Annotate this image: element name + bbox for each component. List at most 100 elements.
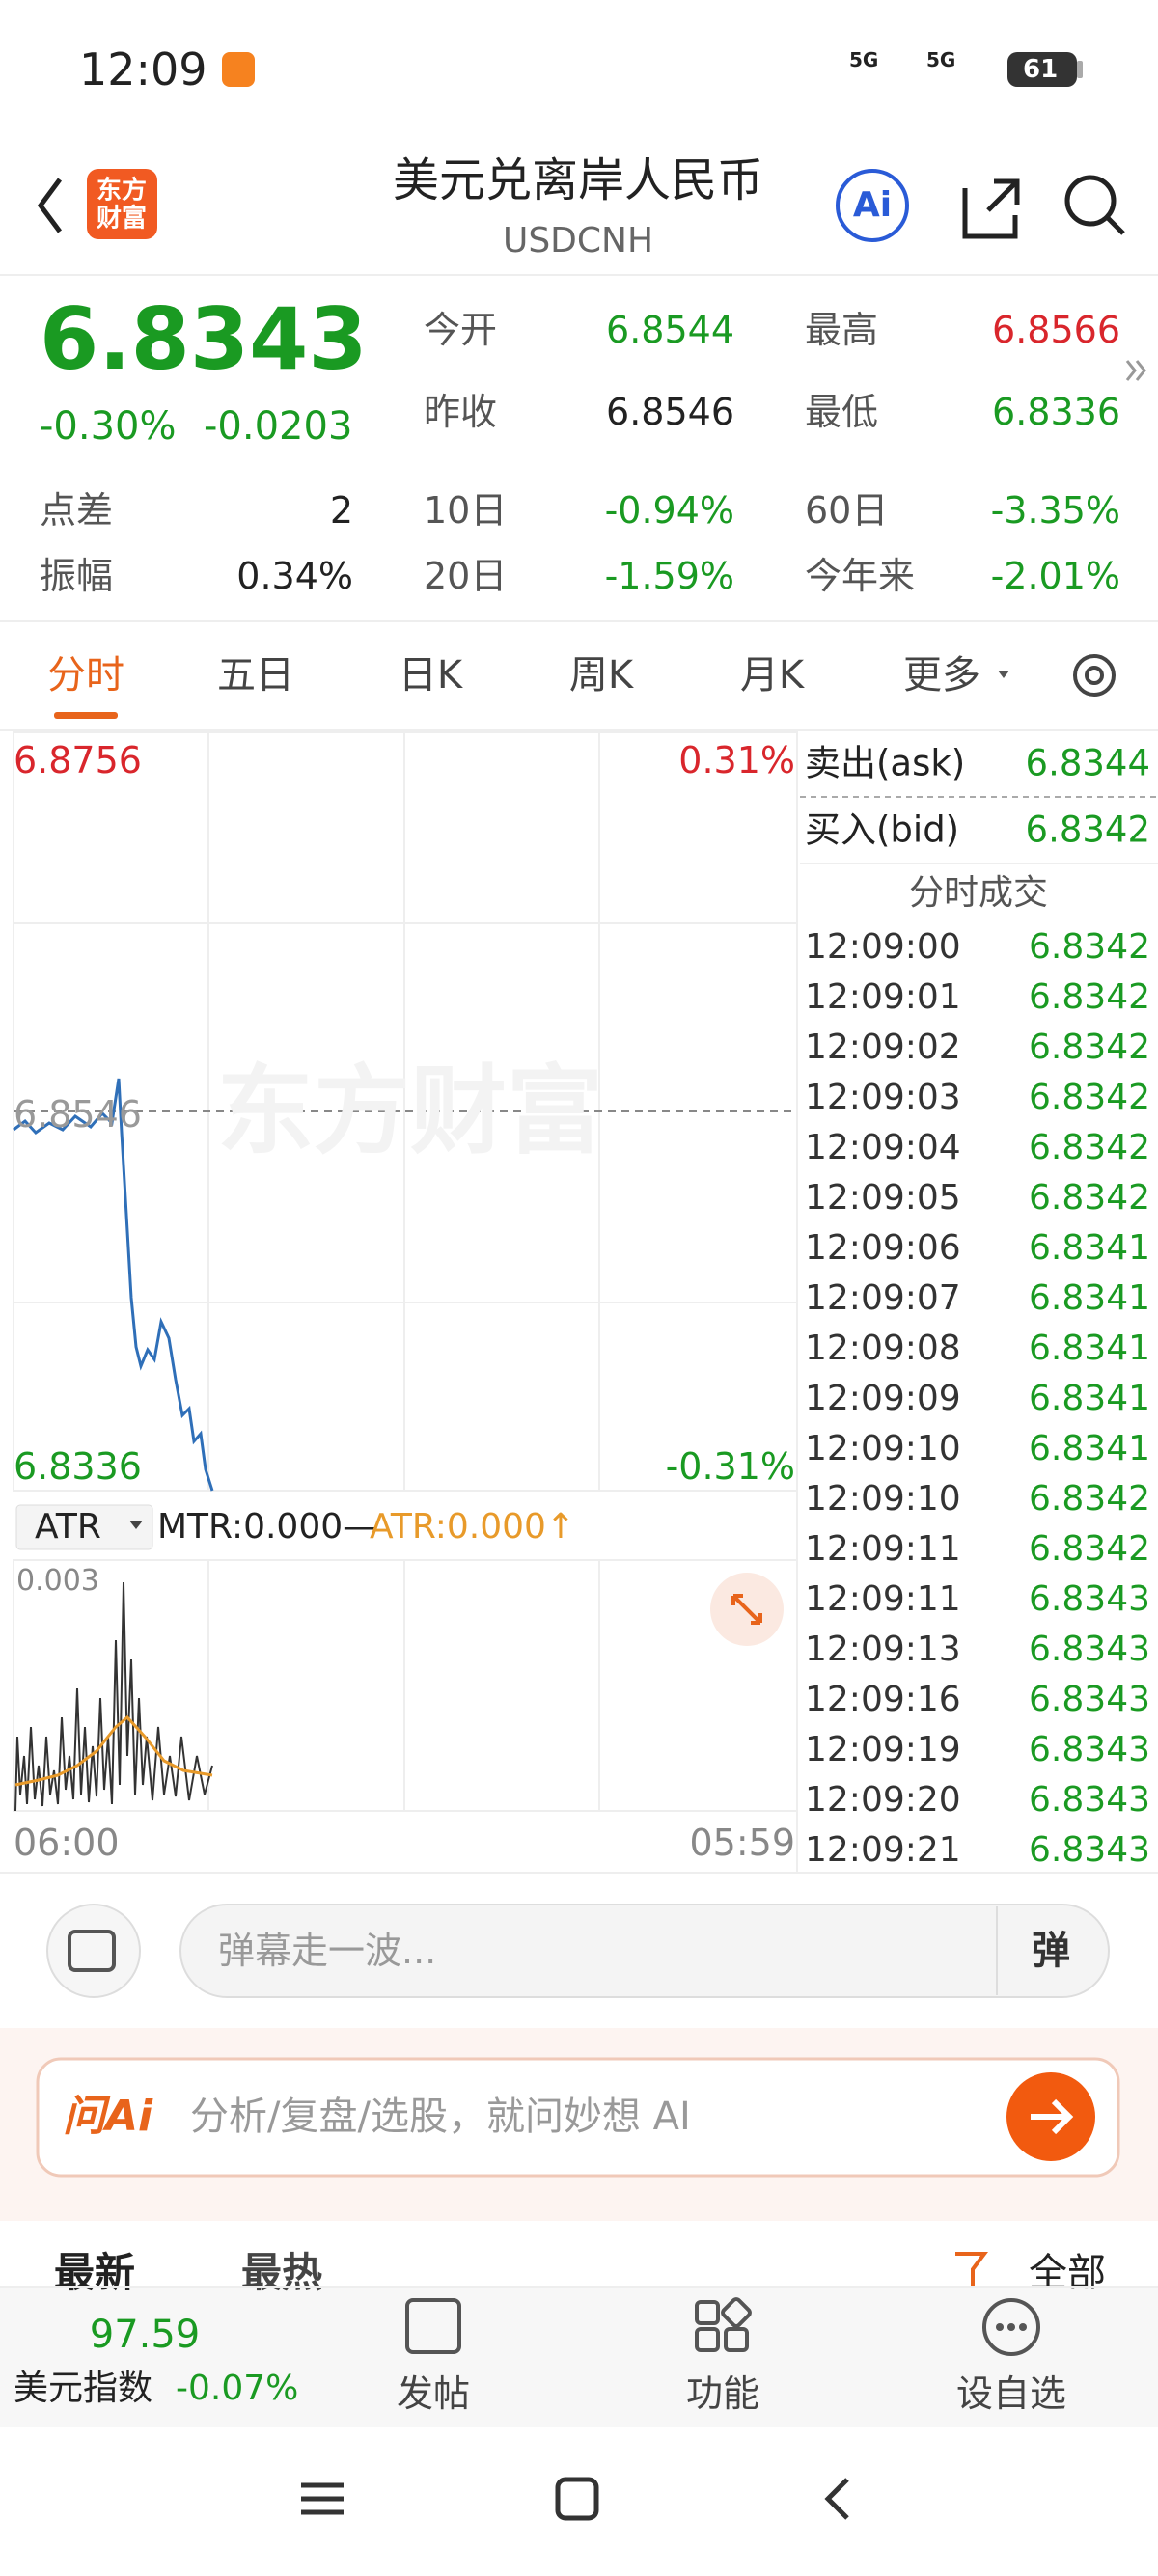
stat-label: 振幅 — [40, 555, 114, 597]
trade-time: 12:09:11 — [805, 1579, 961, 1619]
trade-time: 12:09:19 — [805, 1730, 961, 1769]
ai-button[interactable] — [836, 169, 909, 242]
ask: 6.8344 — [1025, 742, 1150, 784]
trades-title: 分时成交 — [908, 873, 1049, 913]
trade-price: 6.8343 — [1029, 1680, 1150, 1719]
trade-price: 6.8341 — [1029, 1429, 1150, 1468]
stat-label: 20日 — [424, 555, 508, 597]
stat-value: 6.8544 — [606, 309, 734, 351]
app-icon — [222, 52, 255, 87]
watch-icon[interactable] — [982, 2298, 1040, 2356]
comment-input[interactable] — [179, 1904, 1110, 1998]
sub-max: 0.003 — [16, 1564, 99, 1598]
more-arrow[interactable] — [1125, 360, 1146, 381]
nav-bar[interactable] — [301, 2477, 849, 2521]
index-change[interactable]: -0.07% — [176, 2369, 299, 2408]
network: 5G — [849, 48, 879, 71]
func[interactable]: 功能 — [685, 2372, 760, 2415]
stat-label: 昨收 — [424, 391, 498, 433]
settings[interactable] — [1073, 654, 1116, 697]
trade-time: 12:09:04 — [805, 1128, 961, 1167]
func-icon[interactable] — [695, 2297, 752, 2352]
stat-label: 10日 — [424, 489, 508, 532]
post-icon[interactable] — [405, 2298, 461, 2354]
stat-label: 点差 — [40, 489, 114, 532]
indicator-select[interactable]: ATR — [35, 1507, 101, 1547]
logo — [87, 169, 157, 239]
stat-value: 6.8336 — [992, 391, 1120, 433]
tab[interactable]: 月K — [739, 653, 805, 698]
battery-level: 61 — [1023, 55, 1059, 84]
bid: 6.8342 — [1025, 808, 1150, 851]
trade-price: 6.8341 — [1029, 1278, 1150, 1318]
trade-time: 12:09:11 — [805, 1529, 961, 1569]
chart-low-pct: -0.31% — [665, 1445, 795, 1488]
tab[interactable]: 日K — [398, 653, 463, 698]
trade-price: 6.8343 — [1029, 1780, 1150, 1820]
trade-time: 12:09:10 — [805, 1479, 961, 1519]
trade-time: 12:09:08 — [805, 1329, 961, 1368]
trade-price: 6.8343 — [1029, 1630, 1150, 1669]
stat-value: 6.8566 — [992, 309, 1120, 351]
trade-time: 12:09:20 — [805, 1780, 961, 1820]
prev-close: 6.8546 — [14, 1093, 142, 1136]
search[interactable] — [1064, 175, 1117, 227]
trade-price: 6.8342 — [1029, 1529, 1150, 1569]
trade-price: 6.8342 — [1029, 977, 1150, 1017]
danmaku-button[interactable]: 弹 — [1032, 1929, 1070, 1973]
trade-time: 12:09:00 — [805, 927, 961, 967]
back[interactable] — [37, 178, 63, 233]
trade-time: 12:09:02 — [805, 1028, 961, 1067]
chart-low: 6.8336 — [14, 1445, 142, 1488]
stat-value: 0.34% — [236, 555, 353, 597]
trade-time: 12:09:05 — [805, 1178, 961, 1218]
trade-time: 12:09:13 — [805, 1630, 961, 1669]
ai-label[interactable]: Ai — [852, 185, 893, 225]
tab[interactable]: 分时 — [47, 653, 124, 698]
stat-value: -2.01% — [990, 555, 1120, 597]
subtitle: USDCNH — [502, 221, 654, 260]
share[interactable] — [962, 178, 1020, 239]
trade-price: 6.8342 — [1029, 1479, 1150, 1519]
battery — [1007, 52, 1077, 87]
index-value[interactable]: 97.59 — [89, 2313, 201, 2357]
ask-label: 卖出(ask) — [805, 742, 966, 784]
watch[interactable]: 设自选 — [955, 2372, 1067, 2415]
time-end: 05:59 — [689, 1822, 795, 1864]
trade-time: 12:09:21 — [805, 1830, 961, 1870]
stat-label: 最高 — [805, 309, 879, 351]
change: -0.0203 — [204, 404, 353, 449]
chart-high-pct: 0.31% — [678, 739, 795, 781]
ai-logo: 问Ai — [63, 2092, 153, 2141]
stat-label: 60日 — [805, 489, 889, 532]
comment-icon[interactable] — [46, 1904, 141, 1998]
trade-price: 6.8342 — [1029, 1128, 1150, 1167]
trade-price: 6.8342 — [1029, 1028, 1150, 1067]
atr: ATR:0.000↑ — [370, 1507, 576, 1547]
ai-input[interactable] — [36, 2057, 1120, 2178]
ai-placeholder[interactable]: 分析/复盘/选股，就问妙想 AI — [190, 2095, 691, 2139]
price: 6.8343 — [40, 289, 368, 389]
clock: 12:09 — [79, 43, 207, 96]
trade-time: 12:09:01 — [805, 977, 961, 1017]
logo-text: 东方财富 — [96, 176, 147, 233]
index-name[interactable]: 美元指数 — [14, 2369, 153, 2408]
watermark: 东方财富 — [217, 1055, 603, 1167]
mtr: MTR:0.000— — [157, 1507, 378, 1547]
tab[interactable]: 周K — [568, 653, 634, 698]
trade-price: 6.8342 — [1029, 1078, 1150, 1117]
trade-time: 12:09:07 — [805, 1278, 961, 1318]
tab[interactable]: 五日 — [217, 653, 294, 698]
atr-bars — [14, 1581, 213, 1812]
trade-price: 6.8342 — [1029, 927, 1150, 967]
trade-time: 12:09:16 — [805, 1680, 961, 1719]
tab[interactable]: 更多 — [903, 653, 980, 698]
stat-label: 今年来 — [805, 555, 916, 597]
trade-price: 6.8342 — [1029, 1178, 1150, 1218]
post[interactable]: 发帖 — [396, 2372, 471, 2415]
atr-line — [14, 1714, 213, 1787]
chart-high: 6.8756 — [14, 739, 142, 781]
comment-placeholder[interactable]: 弹幕走一波... — [218, 1930, 437, 1972]
